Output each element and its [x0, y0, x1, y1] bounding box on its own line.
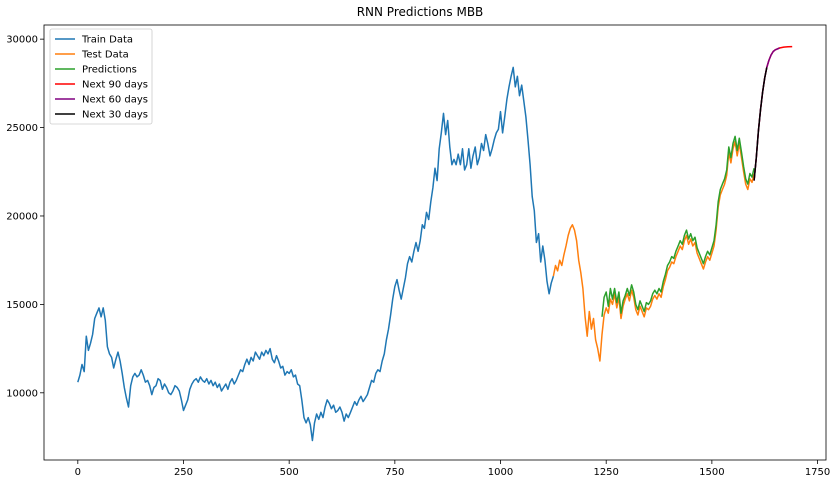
x-tick-label: 1250: [593, 467, 618, 478]
y-tick-label: 20000: [6, 211, 38, 222]
x-tick-label: 1000: [488, 467, 513, 478]
legend-label: Next 90 days: [82, 80, 148, 91]
x-tick-label: 1500: [699, 467, 724, 478]
series-line-predictions: [601, 135, 755, 317]
series-line-test-data: [552, 140, 755, 362]
chart-title: RNN Predictions MBB: [357, 5, 484, 19]
y-tick-label: 10000: [6, 388, 38, 399]
x-axis: 0 250 500 750 1000 1250 1500 1750: [75, 460, 830, 478]
legend-label: Train Data: [81, 35, 133, 46]
y-tick-label: 25000: [6, 123, 38, 134]
x-tick-label: 250: [174, 467, 193, 478]
legend-box: [49, 28, 153, 125]
legend: Train Data Test Data Predictions Next 90 da…: [49, 28, 153, 125]
x-tick-label: 750: [385, 467, 404, 478]
plot-lines: [77, 45, 793, 442]
legend-label: Next 30 days: [82, 110, 148, 121]
y-tick-label: 30000: [6, 35, 38, 46]
series-line-next-30-days: [753, 67, 768, 181]
legend-label: Predictions: [82, 65, 137, 76]
plot-frame: [43, 24, 827, 461]
y-tick-label: 15000: [6, 300, 38, 311]
series-line-train-data: [77, 66, 555, 442]
y-axis: 10000 15000 20000 25000 30000: [6, 35, 44, 399]
x-tick-label: 1750: [805, 467, 830, 478]
legend-label: Next 60 days: [82, 95, 148, 106]
x-tick-label: 500: [280, 467, 299, 478]
legend-label: Test Data: [81, 50, 129, 61]
x-tick-label: 0: [75, 467, 81, 478]
